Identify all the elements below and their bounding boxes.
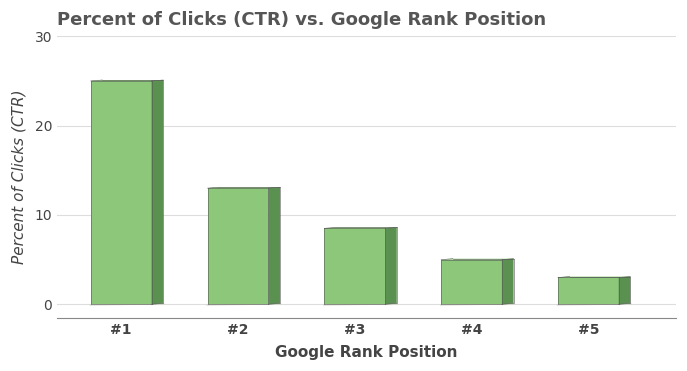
- Polygon shape: [440, 303, 515, 305]
- Polygon shape: [89, 303, 164, 305]
- Polygon shape: [323, 303, 398, 305]
- Polygon shape: [269, 187, 280, 304]
- Polygon shape: [324, 228, 385, 304]
- Polygon shape: [385, 227, 397, 304]
- X-axis label: Google Rank Position: Google Rank Position: [275, 345, 458, 360]
- Polygon shape: [206, 303, 281, 305]
- Polygon shape: [207, 187, 280, 188]
- Text: Percent of Clicks (CTR) vs. Google Rank Position: Percent of Clicks (CTR) vs. Google Rank …: [57, 11, 546, 29]
- Polygon shape: [556, 303, 631, 305]
- Polygon shape: [441, 260, 502, 304]
- Y-axis label: Percent of Clicks (CTR): Percent of Clicks (CTR): [11, 90, 26, 264]
- Polygon shape: [502, 259, 514, 304]
- Polygon shape: [91, 81, 152, 304]
- Polygon shape: [619, 277, 631, 304]
- Polygon shape: [558, 278, 619, 304]
- Polygon shape: [207, 188, 269, 304]
- Polygon shape: [324, 227, 397, 228]
- Polygon shape: [91, 80, 164, 81]
- Polygon shape: [441, 259, 514, 260]
- Polygon shape: [152, 80, 164, 304]
- Polygon shape: [558, 277, 631, 278]
